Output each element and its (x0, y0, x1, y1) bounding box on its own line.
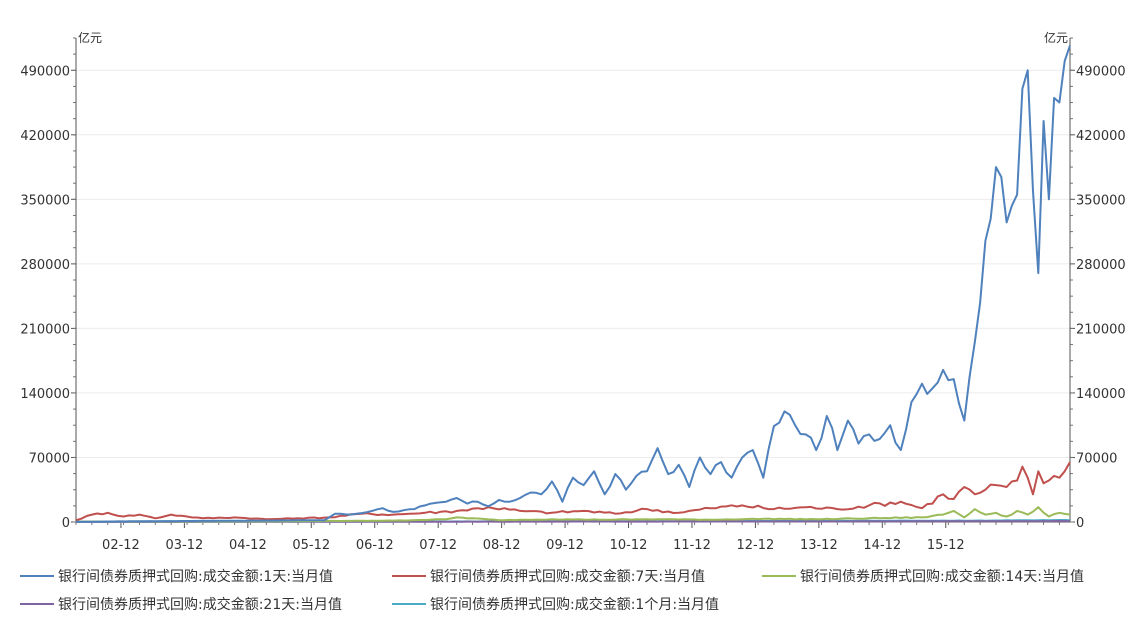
y-ticks-right: 0 70000 140000 210000 280000 350000 420000 4900… (1076, 64, 1126, 531)
y-tick-label-right: 210000 (1076, 322, 1126, 337)
y-tick-label-right: 140000 (1076, 387, 1126, 402)
x-tick-label: 12-12 (737, 538, 775, 553)
series-line-2 (76, 506, 1071, 523)
y-tick-label-left: 210000 (20, 322, 70, 337)
legend-swatch (762, 575, 796, 577)
axes (71, 37, 1075, 528)
legend-label: 银行间债券质押式回购:成交金额:1天:当月值 (58, 569, 334, 585)
legend-item-1month[interactable]: 银行间债券质押式回购:成交金额:1个月:当月值 (392, 594, 719, 614)
legend-swatch (20, 575, 54, 577)
y-tick-label-right: 70000 (1076, 451, 1117, 466)
y-tick-label-left: 280000 (20, 258, 70, 273)
line-chart: 亿元 亿元 0 70000 140000 210000 280000 350000 4200… (20, 30, 1126, 553)
y-tick-label-left: 420000 (20, 129, 70, 144)
gridlines (76, 69, 1070, 458)
y-tick-label-left: 0 (62, 516, 70, 531)
y-tick-label-left: 350000 (20, 193, 70, 208)
x-tick-label: 08-12 (483, 538, 521, 553)
x-tick-label: 03-12 (165, 538, 203, 553)
series-line-0 (76, 45, 1071, 523)
y-ticks-left: 0 70000 140000 210000 280000 350000 420000 4900… (20, 64, 70, 531)
x-tick-label: 07-12 (419, 538, 457, 553)
y-unit-right: 亿元 (1044, 30, 1068, 45)
x-tick-label: 04-12 (229, 538, 267, 553)
legend-label: 银行间债券质押式回购:成交金额:21天:当月值 (58, 597, 342, 613)
legend-item-7day[interactable]: 银行间债券质押式回购:成交金额:7天:当月值 (392, 566, 705, 586)
x-tick-label: 15-12 (927, 538, 965, 553)
x-tick-label: 14-12 (863, 538, 901, 553)
x-tick-label: 11-12 (673, 538, 711, 553)
legend-item-21day[interactable]: 银行间债券质押式回购:成交金额:21天:当月值 (20, 594, 342, 614)
x-tick-label: 10-12 (610, 538, 648, 553)
y-unit-left: 亿元 (78, 30, 102, 45)
legend-swatch (392, 575, 426, 577)
legend-item-1day[interactable]: 银行间债券质押式回购:成交金额:1天:当月值 (20, 566, 333, 586)
y-tick-label-right: 490000 (1076, 64, 1126, 79)
x-tick-label: 09-12 (546, 538, 584, 553)
legend-label: 银行间债券质押式回购:成交金额:7天:当月值 (430, 569, 706, 585)
y-tick-label-left: 140000 (20, 387, 70, 402)
legend-item-14day[interactable]: 银行间债券质押式回购:成交金额:14天:当月值 (762, 566, 1084, 586)
x-tick-label: 05-12 (292, 538, 330, 553)
x-ticks: 02-12 03-12 04-12 05-12 06-12 07-12 08-12 09-12… (102, 538, 965, 553)
y-tick-label-left: 70000 (29, 451, 70, 466)
legend-label: 银行间债券质押式回购:成交金额:1个月:当月值 (430, 597, 720, 613)
x-tick-label: 02-12 (102, 538, 140, 553)
legend-swatch (20, 603, 54, 605)
y-tick-label-right: 280000 (1076, 258, 1126, 273)
legend-swatch (392, 603, 426, 605)
legend-label: 银行间债券质押式回购:成交金额:14天:当月值 (800, 569, 1084, 585)
y-tick-label-right: 0 (1076, 516, 1084, 531)
y-tick-label-left: 490000 (20, 64, 70, 79)
x-tick-label: 06-12 (356, 538, 394, 553)
series-lines (75, 45, 1071, 523)
y-tick-label-right: 420000 (1076, 129, 1126, 144)
series-line-1 (75, 461, 1071, 522)
y-tick-label-right: 350000 (1076, 193, 1126, 208)
x-tick-label: 13-12 (800, 538, 838, 553)
